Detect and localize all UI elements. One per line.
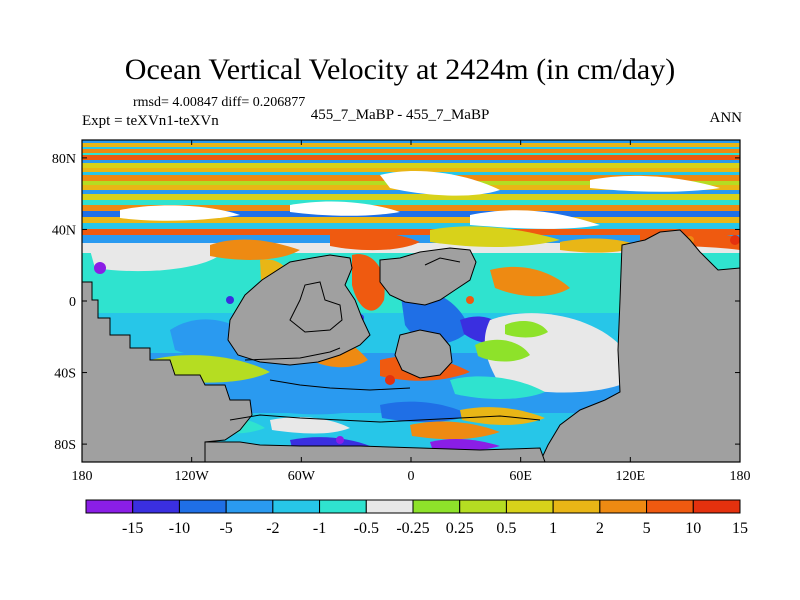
x-tick-label: 60E <box>509 469 532 484</box>
y-tick-label: 40S <box>54 367 76 382</box>
colorbar-label: -0.5 <box>354 520 379 537</box>
colorbar-swatch <box>552 499 601 514</box>
x-tick-label: 120W <box>175 469 210 484</box>
x-tick-label: 60W <box>288 469 316 484</box>
experiment-label: Expt = teXVn1-teXVn <box>82 113 219 129</box>
y-tick-label: 80N <box>52 152 76 167</box>
colorbar-swatch <box>646 499 694 514</box>
colorbar-label: 0.25 <box>446 520 474 537</box>
x-tick-label: 0 <box>408 469 415 484</box>
colorbar-label: -15 <box>122 520 143 537</box>
colorbar-swatch <box>365 499 414 514</box>
x-tick-label: 180 <box>730 469 751 484</box>
colorbar-swatch <box>132 499 180 514</box>
colorbar-label: 1 <box>549 520 557 537</box>
colorbar-swatch <box>459 499 507 514</box>
landmass-north-continent <box>227 254 371 366</box>
colorbar-label: 10 <box>685 520 701 537</box>
landmass-south-continent <box>394 329 453 379</box>
colorbar-swatch <box>85 499 134 514</box>
landmass-east-continent <box>539 229 740 462</box>
x-tick-label: 180 <box>72 469 93 484</box>
colorbar-label: -10 <box>169 520 190 537</box>
colorbar-label: -5 <box>219 520 232 537</box>
colorbar-label: -2 <box>266 520 279 537</box>
map-title: Ocean Vertical Velocity at 2424m (in cm/… <box>124 53 676 86</box>
y-tick-label: 40N <box>52 223 76 238</box>
colorbar: -15 -10 -5 -2 -1 -0.5 -0.25 0.25 0.5 1 2 5 10 15 <box>85 499 748 537</box>
y-axis: 80N 40N 0 40S 80S <box>52 152 740 453</box>
colorbar-label: -1 <box>313 520 326 537</box>
period-label: 455_7_MaBP - 455_7_MaBP <box>310 107 490 123</box>
colorbar-swatch <box>225 499 274 514</box>
colorbar-swatch <box>272 499 321 514</box>
colorbar-label: -0.25 <box>396 520 429 537</box>
landmass-west-americas <box>82 281 253 462</box>
colorbar-label: 5 <box>643 520 651 537</box>
colorbar-swatch <box>692 499 741 514</box>
y-tick-label: 0 <box>69 295 76 310</box>
colorbar-label: 0.5 <box>496 520 516 537</box>
y-tick-label: 80S <box>54 438 76 453</box>
map-plot-area <box>82 140 740 462</box>
colorbar-swatch <box>178 499 227 514</box>
colorbar-label: 15 <box>732 520 748 537</box>
colorbar-swatch <box>319 499 367 514</box>
colorbar-swatch <box>599 499 648 514</box>
colorbar-swatch <box>505 499 554 514</box>
colorbar-swatch <box>412 499 461 514</box>
landmass-central-continent <box>379 247 477 306</box>
colorbar-label: 2 <box>596 520 604 537</box>
stats-text: rmsd= 4.00847 diff= 0.206877 <box>133 95 306 110</box>
season-label: ANN <box>709 110 743 126</box>
x-axis: 180 120W 60W 0 60E 120E 180 <box>72 140 751 484</box>
x-tick-label: 120E <box>616 469 646 484</box>
landmass-antarctica-edge <box>204 441 546 462</box>
